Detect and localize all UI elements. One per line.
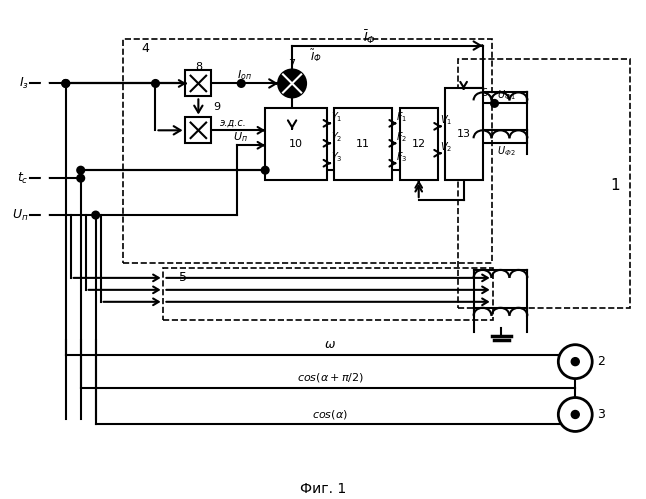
Text: 8: 8 [195,61,202,71]
Text: 9: 9 [214,102,221,112]
Text: $F_1$: $F_1$ [396,110,408,124]
Text: $U_п$: $U_п$ [12,208,29,223]
Circle shape [42,175,48,181]
Circle shape [92,212,99,219]
Text: $cos(\alpha)$: $cos(\alpha)$ [312,408,348,421]
Bar [334,108,391,180]
Circle shape [42,80,48,86]
Circle shape [558,345,592,379]
Circle shape [491,100,498,107]
Text: $F_3$: $F_3$ [396,150,408,164]
Bar [123,38,492,263]
Text: $Y_1$: $Y_1$ [331,110,343,124]
Circle shape [238,80,245,87]
Text: 7: 7 [289,58,296,68]
Bar [185,70,211,96]
Text: $U_{Ф2}$: $U_{Ф2}$ [497,144,516,158]
Circle shape [62,80,69,87]
Circle shape [42,212,48,218]
Text: 6: 6 [481,88,488,98]
Bar [444,88,483,180]
Circle shape [571,358,579,366]
Circle shape [78,175,84,182]
Circle shape [278,69,306,97]
Circle shape [262,167,269,174]
Bar [265,108,327,180]
Text: 2: 2 [597,355,605,368]
Text: $I_з$: $I_з$ [19,76,29,91]
Bar [457,58,630,308]
Bar [163,268,492,320]
Circle shape [571,411,579,419]
Text: 5: 5 [180,271,187,284]
Text: $Y_2$: $Y_2$ [331,130,343,144]
Text: $\tilde{I}_Ф$: $\tilde{I}_Ф$ [310,47,322,64]
Circle shape [62,80,69,87]
Text: $\bar{I}_Ф$: $\bar{I}_Ф$ [364,29,377,46]
Text: $U_{Ф1}$: $U_{Ф1}$ [497,88,516,102]
Text: $U_п$: $U_п$ [233,130,247,144]
Text: $Y_3$: $Y_3$ [331,150,343,164]
Text: 3: 3 [597,408,605,421]
Text: $V_2$: $V_2$ [439,140,452,154]
Bar [185,117,211,143]
Text: $\omega$: $\omega$ [324,338,336,351]
Text: $F_2$: $F_2$ [396,130,408,144]
Text: $t_с$: $t_с$ [17,171,29,186]
Text: 11: 11 [356,139,370,149]
Circle shape [78,167,84,174]
Text: 1: 1 [610,178,620,193]
Circle shape [558,398,592,432]
Text: Фиг. 1: Фиг. 1 [300,482,346,497]
Text: 4: 4 [141,42,149,55]
Text: 13: 13 [457,129,470,139]
Text: $V_1$: $V_1$ [439,113,452,127]
Text: $I_{оп}$: $I_{оп}$ [237,68,252,82]
Bar [400,108,437,180]
Text: э.д.с.: э.д.с. [220,117,247,127]
Text: 10: 10 [289,139,303,149]
Text: 12: 12 [412,139,426,149]
Text: $cos(\alpha+\pi/2)$: $cos(\alpha+\pi/2)$ [297,371,363,384]
Circle shape [152,80,159,87]
